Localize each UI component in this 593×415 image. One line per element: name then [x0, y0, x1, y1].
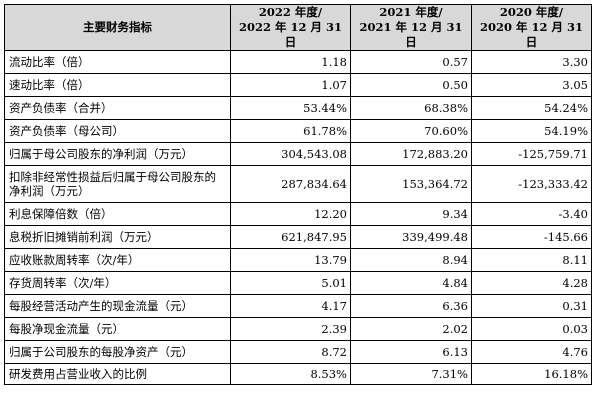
cell-2022: 5.01: [230, 271, 351, 295]
row-label: 资产负债率（母公司）: [4, 119, 231, 143]
cell-2021: 7.31%: [350, 363, 472, 385]
row-label: 研发费用占营业收入的比例: [4, 363, 231, 385]
row-label: 归属于母公司股东的净利润（万元）: [4, 142, 231, 166]
cell-2022: 1.07: [230, 73, 351, 97]
cell-2021: 68.38%: [350, 96, 472, 120]
cell-2020: 54.24%: [471, 96, 592, 120]
table-row: 存货周转率（次/年） 5.01 4.84 4.28: [4, 271, 592, 295]
row-label: 利息保障倍数（倍）: [4, 202, 231, 226]
row-label: 速动比率（倍）: [4, 73, 231, 97]
table-row: 扣除非经常性损益后归属于母公司股东的净利润（万元） 287,834.64 153…: [4, 165, 592, 203]
cell-2020: 0.03: [471, 317, 592, 341]
cell-2021: 339,499.48: [350, 225, 472, 249]
header-year-2021-line2: 2021 年 12 月 31 日: [359, 20, 463, 49]
table-row: 每股净现金流量（元） 2.39 2.02 0.03: [4, 317, 592, 341]
cell-2020: -3.40: [471, 202, 592, 226]
cell-2021: 70.60%: [350, 119, 472, 143]
table-row: 每股经营活动产生的现金流量（元） 4.17 6.36 0.31: [4, 294, 592, 318]
header-year-2021-line1: 2021 年度/: [379, 5, 443, 20]
cell-2020: 0.31: [471, 294, 592, 318]
cell-2020: 16.18%: [471, 363, 592, 385]
cell-2022: 287,834.64: [230, 165, 351, 203]
cell-2021: 172,883.20: [350, 142, 472, 166]
cell-2022: 304,543.08: [230, 142, 351, 166]
cell-2021: 6.13: [350, 340, 472, 364]
header-indicator-label: 主要财务指标: [4, 4, 231, 51]
cell-2020: 4.76: [471, 340, 592, 364]
cell-2021: 0.50: [350, 73, 472, 97]
cell-2020: 8.11: [471, 248, 592, 272]
cell-2022: 1.18: [230, 50, 351, 74]
cell-2022: 53.44%: [230, 96, 351, 120]
cell-2022: 12.20: [230, 202, 351, 226]
cell-2022: 621,847.95: [230, 225, 351, 249]
header-year-2021: 2021 年度/ 2021 年 12 月 31 日: [350, 4, 472, 51]
row-label: 流动比率（倍）: [4, 50, 231, 74]
row-label: 息税折旧摊销前利润（万元）: [4, 225, 231, 249]
table-row: 息税折旧摊销前利润（万元） 621,847.95 339,499.48 -145…: [4, 225, 592, 249]
table-row: 归属于母公司股东的净利润（万元） 304,543.08 172,883.20 -…: [4, 142, 592, 166]
header-year-2022-line1: 2022 年度/: [258, 5, 323, 20]
header-year-2020-line2: 2020 年 12 月 31 日: [479, 20, 584, 49]
table-row: 应收账款周转率（次/年） 13.79 8.94 8.11: [4, 248, 592, 272]
table-row: 速动比率（倍） 1.07 0.50 3.05: [4, 73, 592, 97]
cell-2020: 54.19%: [471, 119, 592, 143]
row-label: 扣除非经常性损益后归属于母公司股东的净利润（万元）: [4, 165, 231, 203]
table-row: 归属于公司股东的每股净资产（元） 8.72 6.13 4.76: [4, 340, 592, 364]
table-row: 流动比率（倍） 1.18 0.57 3.30: [4, 50, 592, 74]
cell-2022: 8.53%: [230, 363, 351, 385]
row-label: 应收账款周转率（次/年）: [4, 248, 231, 272]
row-label: 资产负债率（合并）: [4, 96, 231, 120]
cell-2020: 4.28: [471, 271, 592, 295]
cell-2021: 153,364.72: [350, 165, 472, 203]
cell-2022: 8.72: [230, 340, 351, 364]
row-label: 每股净现金流量（元）: [4, 317, 231, 341]
cell-2022: 2.39: [230, 317, 351, 341]
row-label: 每股经营活动产生的现金流量（元）: [4, 294, 231, 318]
header-year-2020: 2020 年度/ 2020 年 12 月 31 日: [471, 4, 592, 51]
row-label: 存货周转率（次/年）: [4, 271, 231, 295]
cell-2020: -145.66: [471, 225, 592, 249]
cell-2021: 6.36: [350, 294, 472, 318]
table-row: 资产负债率（合并） 53.44% 68.38% 54.24%: [4, 96, 592, 120]
financial-indicators-table: 主要财务指标 2022 年度/ 2022 年 12 月 31 日 2021 年度…: [4, 4, 592, 385]
table-row: 资产负债率（母公司） 61.78% 70.60% 54.19%: [4, 119, 592, 143]
cell-2021: 9.34: [350, 202, 472, 226]
cell-2021: 2.02: [350, 317, 472, 341]
cell-2021: 8.94: [350, 248, 472, 272]
cell-2021: 0.57: [350, 50, 472, 74]
table-row: 研发费用占营业收入的比例 8.53% 7.31% 16.18%: [4, 363, 592, 385]
header-year-2020-line1: 2020 年度/: [499, 5, 564, 20]
cell-2022: 61.78%: [230, 119, 351, 143]
table-header-row: 主要财务指标 2022 年度/ 2022 年 12 月 31 日 2021 年度…: [4, 4, 592, 51]
cell-2021: 4.84: [350, 271, 472, 295]
cell-2022: 13.79: [230, 248, 351, 272]
header-year-2022-line2: 2022 年 12 月 31 日: [238, 20, 343, 49]
cell-2020: 3.30: [471, 50, 592, 74]
cell-2020: -123,333.42: [471, 165, 592, 203]
header-year-2022: 2022 年度/ 2022 年 12 月 31 日: [230, 4, 351, 51]
table-row: 利息保障倍数（倍） 12.20 9.34 -3.40: [4, 202, 592, 226]
cell-2022: 4.17: [230, 294, 351, 318]
cell-2020: -125,759.71: [471, 142, 592, 166]
row-label: 归属于公司股东的每股净资产（元）: [4, 340, 231, 364]
cell-2020: 3.05: [471, 73, 592, 97]
